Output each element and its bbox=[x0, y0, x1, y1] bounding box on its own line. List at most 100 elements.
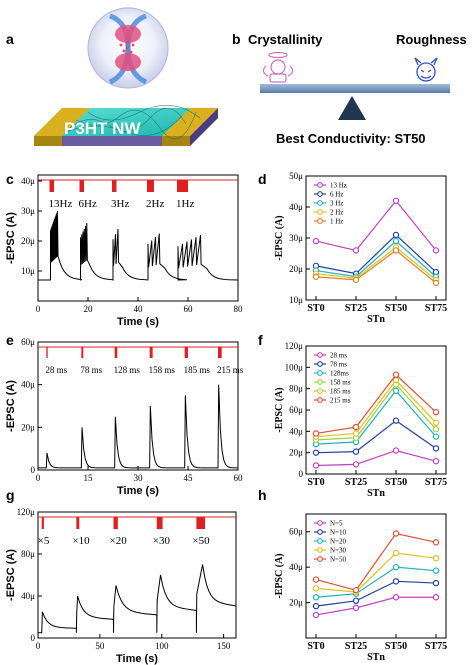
d-data-point bbox=[352, 276, 360, 284]
d-data-point bbox=[432, 247, 440, 254]
d-series-line bbox=[315, 234, 437, 275]
e-epsc-trace bbox=[38, 384, 239, 469]
e-pulse bbox=[46, 347, 48, 358]
h-data-point bbox=[392, 563, 400, 571]
h-data-point bbox=[432, 539, 440, 546]
h-series-line bbox=[315, 552, 437, 593]
g-y-tick-label: 40μ bbox=[21, 591, 35, 601]
c-pulse-train bbox=[79, 180, 85, 192]
c-epsc-trace bbox=[38, 210, 239, 281]
f-y-tick-label: 0 bbox=[299, 469, 304, 479]
panel-f-label: f bbox=[258, 332, 263, 348]
f-legend-marker bbox=[317, 379, 323, 385]
h-data-point bbox=[312, 611, 320, 619]
h-x-tick-label: ST75 bbox=[425, 641, 447, 652]
f-data-point bbox=[352, 423, 360, 431]
c-pulse-train bbox=[49, 180, 55, 192]
e-x-tick-label: 45 bbox=[184, 473, 194, 483]
f-legend-marker bbox=[317, 361, 323, 367]
h-data-point bbox=[432, 594, 440, 601]
h-data-point bbox=[432, 567, 440, 574]
device-label: P3HT NW bbox=[64, 119, 141, 138]
panel-a-illustration: P3HT NW bbox=[34, 7, 218, 146]
f-x-tick-label: ST50 bbox=[385, 477, 407, 488]
balance-pivot bbox=[338, 96, 366, 120]
crystallinity-label: Crystallinity bbox=[248, 32, 323, 47]
g-y-tick-label: 0 bbox=[31, 633, 36, 643]
f-legend-label: 128ms bbox=[330, 370, 349, 378]
chart-c-frame bbox=[37, 174, 239, 302]
h-legend-label: N=20 bbox=[330, 538, 347, 546]
g-pulse-label: ×10 bbox=[72, 535, 90, 547]
f-x-axis-label: STn bbox=[367, 488, 385, 499]
d-series-line bbox=[315, 249, 437, 284]
d-y-tick-label: 40μ bbox=[289, 202, 303, 212]
h-legend-marker bbox=[317, 529, 323, 535]
d-series-line bbox=[315, 240, 437, 278]
e-pulse-label: 215 ms bbox=[217, 365, 244, 375]
panel-h-label: h bbox=[258, 487, 267, 503]
c-y-tick-label: 30μ bbox=[21, 206, 35, 216]
f-data-point bbox=[392, 371, 400, 378]
f-legend-marker bbox=[317, 370, 323, 376]
e-x-tick-label: 30 bbox=[134, 473, 144, 483]
f-data-point bbox=[432, 408, 440, 416]
f-x-tick-label: ST75 bbox=[425, 477, 447, 488]
h-legend-label: N=5 bbox=[330, 520, 343, 528]
d-x-tick-label: ST25 bbox=[345, 303, 367, 314]
f-data-point bbox=[432, 445, 440, 452]
h-data-point bbox=[312, 585, 320, 592]
g-x-tick-label: 150 bbox=[217, 641, 231, 651]
d-x-axis-label: STn bbox=[367, 314, 385, 325]
f-data-point bbox=[312, 430, 320, 437]
h-data-point bbox=[312, 576, 320, 583]
f-legend-label: 28 ms bbox=[330, 352, 347, 360]
f-legend-label: 215 ms bbox=[330, 397, 351, 405]
c-y-tick-label: 40μ bbox=[21, 176, 35, 186]
chart-f-frame bbox=[305, 345, 447, 475]
f-data-point bbox=[392, 387, 400, 394]
e-pulse-label: 78 ms bbox=[80, 365, 102, 375]
g-pulse bbox=[156, 517, 163, 529]
e-pulse-label: 128 ms bbox=[114, 365, 141, 375]
f-data-point bbox=[432, 426, 440, 433]
devil-icon bbox=[414, 57, 438, 82]
d-legend-marker bbox=[317, 218, 323, 224]
h-data-point bbox=[432, 579, 440, 587]
f-legend-marker bbox=[317, 397, 323, 403]
chart-e-frame bbox=[37, 341, 239, 471]
d-legend-marker bbox=[317, 209, 323, 215]
h-data-point bbox=[392, 530, 400, 537]
d-y-tick-label: 20μ bbox=[289, 264, 303, 274]
f-series-line bbox=[315, 449, 437, 467]
d-data-point bbox=[392, 237, 400, 245]
h-series-line bbox=[315, 580, 437, 607]
h-legend-marker bbox=[317, 520, 323, 526]
f-legend-label: 158 ms bbox=[330, 379, 351, 387]
g-pulse bbox=[41, 517, 44, 529]
h-x-tick-label: ST0 bbox=[307, 641, 324, 652]
h-data-point bbox=[352, 597, 360, 605]
h-legend-marker bbox=[317, 556, 323, 562]
f-y-tick-label: 120μ bbox=[285, 341, 304, 351]
c-pulse-label: 3Hz bbox=[111, 198, 129, 210]
d-legend-label: 1 Hz bbox=[330, 218, 343, 226]
f-data-point bbox=[352, 430, 360, 437]
d-y-tick-label: 50μ bbox=[289, 171, 303, 181]
d-data-point bbox=[392, 197, 400, 204]
g-y-axis-label: -EPSC (A) bbox=[5, 549, 17, 601]
h-data-point bbox=[392, 549, 400, 557]
d-series-line bbox=[315, 199, 437, 252]
g-x-tick-label: 100 bbox=[155, 641, 169, 651]
e-y-axis-label: -EPSC (A) bbox=[5, 380, 17, 432]
e-pulse-label: 158 ms bbox=[149, 365, 176, 375]
f-y-tick-label: 100μ bbox=[285, 362, 304, 372]
d-legend-label: 6 Hz bbox=[330, 191, 343, 199]
h-legend-label: N=30 bbox=[330, 547, 347, 555]
e-y-tick-label: 0 bbox=[31, 465, 36, 475]
f-x-tick-label: ST25 bbox=[345, 477, 367, 488]
h-y-tick-label: 60μ bbox=[289, 527, 303, 537]
h-data-point bbox=[352, 604, 360, 612]
d-y-axis-label: -EPSC (A) bbox=[274, 215, 285, 260]
f-x-tick-label: ST0 bbox=[307, 477, 324, 488]
